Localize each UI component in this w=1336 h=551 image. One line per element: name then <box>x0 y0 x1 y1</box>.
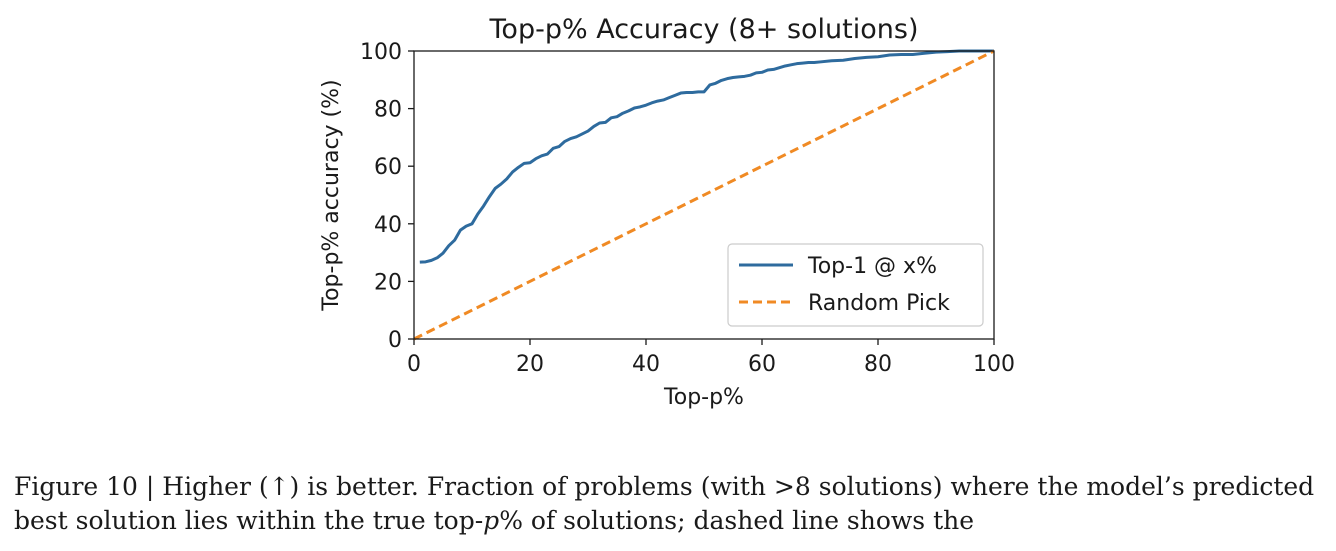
x-tick-label: 40 <box>632 352 660 377</box>
series-line-random-pick <box>413 49 995 341</box>
chart-title: Top-p% Accuracy (8+ solutions) <box>489 14 919 45</box>
y-tick-label: 100 <box>360 40 402 65</box>
legend-label-top-1: Top-1 @ x% <box>807 254 937 279</box>
caption-line-2-a: best solution lies within the true top- <box>14 506 484 535</box>
legend-label-random-pick: Random Pick <box>808 291 950 316</box>
x-tick-label: 80 <box>864 352 892 377</box>
figure-caption: Figure 10 | Higher (↑) is better. Fracti… <box>14 470 1324 538</box>
caption-line-1: Figure 10 | Higher (↑) is better. Fracti… <box>14 472 1315 501</box>
x-tick-label: 0 <box>407 352 421 377</box>
x-tick-label: 60 <box>748 352 776 377</box>
series-layer <box>413 49 995 341</box>
x-tick-label: 20 <box>516 352 544 377</box>
axis-ticks: 0 20 40 60 80 100 0 20 40 60 80 100 <box>360 40 1015 377</box>
y-tick-label: 60 <box>374 155 402 180</box>
caption-line-2: best solution lies within the true top-p… <box>14 504 1324 538</box>
y-tick-label: 20 <box>374 270 402 295</box>
legend: Top-1 @ x% Random Pick <box>727 243 984 327</box>
y-axis-label: Top-p% accuracy (%) <box>319 79 344 311</box>
y-tick-label: 40 <box>374 213 402 238</box>
y-tick-label: 0 <box>388 328 402 353</box>
plot-frame <box>413 50 995 340</box>
series-line-top-1-x <box>419 49 994 264</box>
plot-area: Top-p% Accuracy (8+ solutions) Top-p% To… <box>319 14 1015 410</box>
x-tick-label: 100 <box>973 352 1015 377</box>
caption-p-symbol: p <box>483 506 500 535</box>
y-tick-label: 80 <box>374 98 402 123</box>
caption-line-2-b: % of solutions; dashed line shows the <box>499 506 975 535</box>
x-axis-label: Top-p% <box>663 385 744 410</box>
